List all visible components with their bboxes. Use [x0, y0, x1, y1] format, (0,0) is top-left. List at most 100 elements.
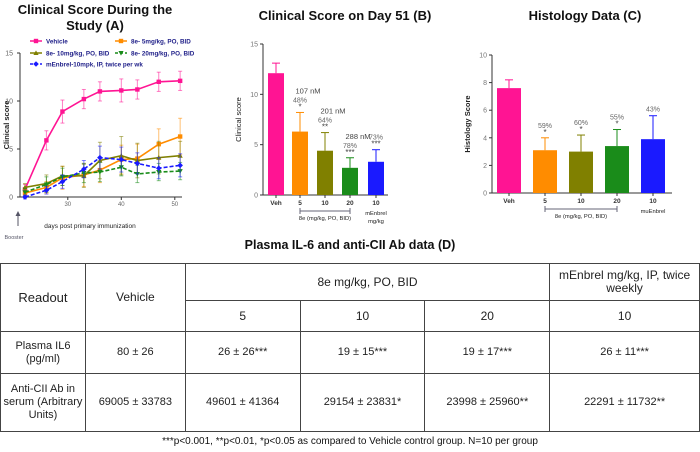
- cell: 29154 ± 23831*: [299, 373, 426, 432]
- x-tick-label: 10: [372, 200, 380, 207]
- percent-label: 78%: [343, 143, 357, 150]
- group-label-enbrel: mEnbrel: [365, 211, 387, 217]
- data-point: [22, 194, 28, 200]
- group-label: 8e (mg/kg, PO, BID): [555, 214, 607, 220]
- data-point: [156, 79, 161, 84]
- y-tick-label: 5: [9, 147, 13, 154]
- percent-label: 43%: [646, 107, 660, 114]
- data-point: [43, 187, 50, 194]
- concentration-label: 288 nM: [345, 132, 370, 141]
- bar-3: [605, 146, 629, 193]
- concentration-label: 201 nM: [320, 107, 345, 116]
- data-point: [33, 61, 39, 67]
- x-tick-label: 40: [118, 202, 125, 208]
- data-point: [81, 96, 87, 102]
- group-label-enbrel: muEnbrel: [641, 209, 666, 215]
- cell: 26 ± 11***: [549, 331, 700, 374]
- data-point: [33, 38, 39, 44]
- series-line-0: [24, 80, 181, 190]
- bar-0: [268, 73, 284, 195]
- x-tick-label: 20: [346, 200, 354, 207]
- y-tick-label: 5: [254, 142, 258, 149]
- cell: 26 ± 26***: [184, 331, 301, 374]
- x-tick-label: 20: [613, 198, 621, 205]
- chart-b-title: Clinical Score on Day 51 (B): [258, 8, 432, 23]
- x-axis-label: days post primary immunization: [44, 223, 136, 230]
- significance-label: *: [615, 120, 618, 129]
- data-point: [97, 154, 103, 161]
- cell: 22291 ± 11732**: [549, 373, 700, 432]
- y-tick-label: 0: [9, 195, 13, 202]
- x-tick-label: 5: [543, 198, 547, 205]
- cell: 80 ± 26: [84, 331, 186, 374]
- legend-label: 8e- 20mg/kg, PO, BID: [131, 51, 195, 58]
- significance-label: **: [322, 123, 328, 132]
- data-point: [22, 190, 28, 195]
- data-point: [97, 170, 103, 175]
- header-8e: 8e mg/kg, PO, BID: [184, 263, 551, 301]
- bar-2: [317, 150, 333, 195]
- x-tick-label: 5: [298, 200, 302, 207]
- significance-label: *: [298, 102, 301, 111]
- legend-label: mEnbrel-10mpk, IP, twice per wk: [46, 62, 143, 69]
- y-axis-label: Histology Score: [463, 95, 472, 152]
- data-point: [155, 165, 162, 171]
- chart-a-title: Clinical Score During the Study (A): [17, 2, 173, 33]
- cell: 19 ± 17***: [424, 331, 551, 374]
- dose-cell: 20: [424, 300, 551, 332]
- bar-1: [533, 150, 557, 193]
- y-tick-label: 0: [483, 191, 487, 198]
- data-point: [59, 178, 66, 185]
- booster-label: Booster: [5, 235, 24, 240]
- bar-2: [569, 151, 593, 193]
- significance-label: *: [543, 128, 546, 137]
- row-label: Plasma IL6 (pg/ml): [0, 331, 86, 374]
- cell: 49601 ± 41364: [184, 373, 301, 432]
- booster-arrow-head: [15, 211, 21, 216]
- cell: 69005 ± 33783: [84, 373, 186, 432]
- data-point: [118, 156, 125, 163]
- cell: 19 ± 15***: [299, 331, 426, 374]
- percent-label: 59%: [538, 123, 552, 130]
- y-axis-label: Clinical score: [234, 97, 243, 142]
- data-point: [97, 89, 103, 94]
- y-tick-label: 10: [5, 99, 13, 106]
- data-point: [135, 87, 140, 92]
- percent-label: 64%: [318, 118, 332, 125]
- data-point: [118, 51, 124, 56]
- significance-label: *: [579, 125, 582, 134]
- x-tick-label: 50: [171, 202, 178, 208]
- x-tick-label: 10: [577, 198, 585, 205]
- data-point: [81, 166, 87, 172]
- dose-cell: 5: [184, 300, 301, 332]
- x-tick-label: 30: [64, 202, 71, 208]
- data-point: [134, 160, 141, 167]
- y-axis-label: Clinical score: [2, 101, 11, 150]
- header-vehicle: Vehicle: [84, 263, 186, 332]
- bar-0: [497, 88, 521, 193]
- percent-label: 55%: [610, 115, 624, 122]
- y-tick-label: 6: [483, 108, 487, 115]
- data-point: [43, 182, 49, 188]
- header-readout: Readout: [0, 263, 86, 332]
- table-row: Plasma IL6 (pg/ml) 80 ± 26 26 ± 26*** 19 ± …: [0, 331, 700, 374]
- data-point: [177, 162, 183, 169]
- cell: 23998 ± 25960**: [424, 373, 551, 432]
- y-tick-label: 10: [250, 92, 258, 99]
- data-table: Readout Vehicle 8e mg/kg, PO, BID mEnbrel m…: [0, 263, 700, 432]
- bar-1: [292, 131, 308, 195]
- data-point: [44, 138, 49, 143]
- data-point: [177, 78, 183, 84]
- table-title: Plasma IL-6 and anti-CII Ab data (D): [244, 238, 456, 252]
- y-tick-label: 4: [483, 135, 487, 142]
- y-tick-label: 10: [479, 53, 487, 60]
- y-tick-label: 8: [483, 80, 487, 87]
- x-tick-label: 10: [649, 198, 657, 205]
- x-tick-label: 10: [321, 200, 329, 207]
- x-tick-label: Veh: [270, 200, 282, 207]
- y-tick-label: 15: [250, 42, 258, 49]
- legend-label: 8e- 5mg/kg, PO, BID: [131, 39, 191, 46]
- table-row: Anti-CII Ab in serum (Arbitrary Units) 69…: [0, 373, 700, 432]
- header-enbrel: mEnbrel mg/kg, IP, twice weekly: [549, 263, 700, 301]
